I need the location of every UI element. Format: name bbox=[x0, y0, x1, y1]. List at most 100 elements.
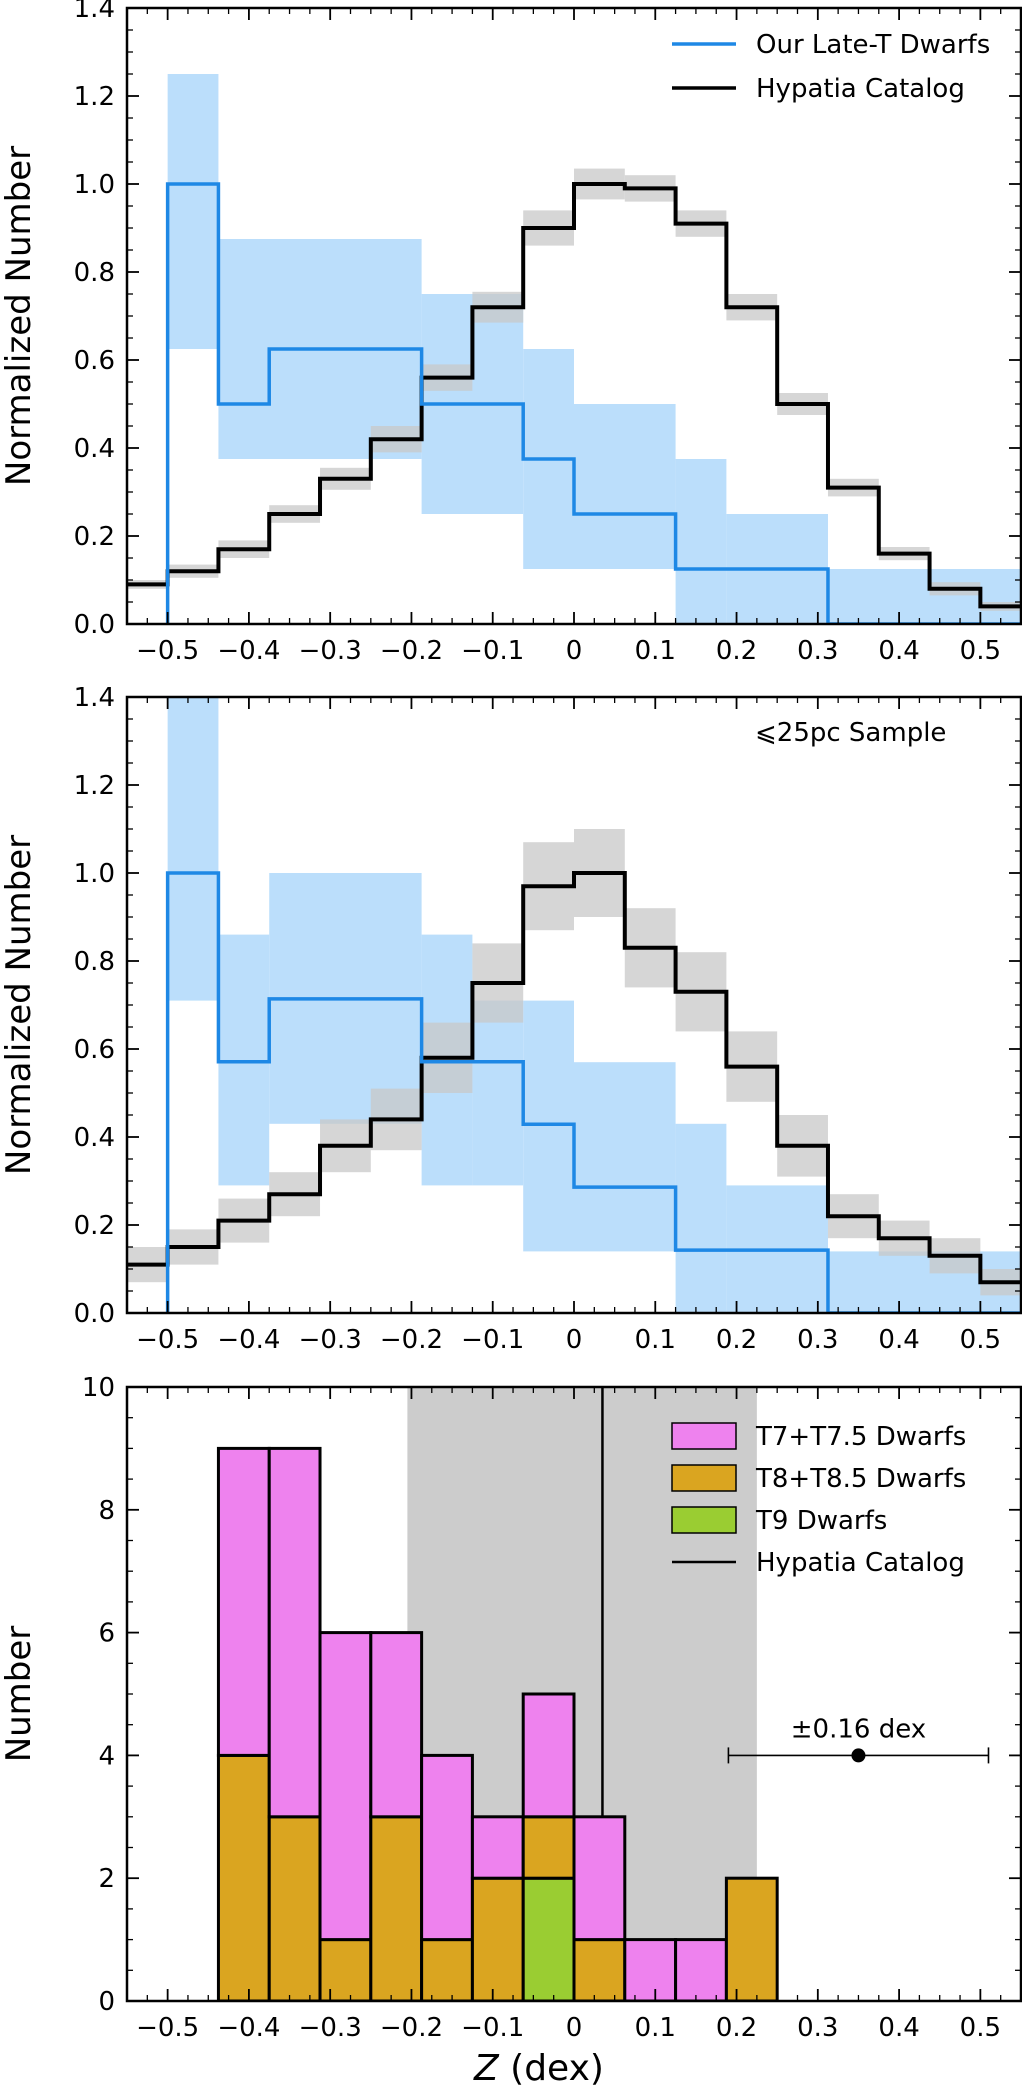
blue-band-bin bbox=[574, 404, 676, 569]
y-tick-label: 1.0 bbox=[74, 859, 115, 889]
bar-t7-t7-5-dwarfs bbox=[318, 1631, 373, 1942]
y-axis-label: Normalized Number bbox=[0, 835, 39, 1175]
x-axis-label-rest: (dex) bbox=[499, 2048, 604, 2089]
blue-band-bin bbox=[574, 1062, 676, 1252]
x-tick-label: −0.2 bbox=[380, 1325, 443, 1355]
x-tick-label: 0.4 bbox=[878, 2013, 919, 2043]
panel-3: ±0.16 dex T7+T7.5 Dwarfs T8+T8.5 Dwarfs T9 … bbox=[0, 1373, 1022, 2089]
x-tick-label: 0.5 bbox=[960, 636, 1001, 666]
legend-label: T7+T7.5 Dwarfs bbox=[755, 1422, 966, 1452]
bar-t8-t8-5-dwarfs bbox=[216, 1753, 271, 2001]
x-tick-label: 0.2 bbox=[716, 636, 757, 666]
sample-annotation: ⩽25pc Sample bbox=[755, 718, 946, 748]
y-tick-label: 0.4 bbox=[74, 1123, 115, 1153]
x-tick-label: 0.3 bbox=[797, 636, 838, 666]
y-tick-label: 0.6 bbox=[74, 346, 115, 376]
legend-label: Hypatia Catalog bbox=[756, 1548, 965, 1578]
blue-band-bin bbox=[827, 569, 1021, 624]
y-tick-label: 1.4 bbox=[74, 683, 115, 713]
bar-t8-t8-5-dwarfs bbox=[318, 1938, 373, 2001]
plot-area bbox=[127, 74, 1021, 624]
y-tick-label: 1.2 bbox=[74, 82, 115, 112]
x-tick-label: −0.2 bbox=[380, 636, 443, 666]
late-t-step-line bbox=[165, 182, 1021, 624]
blue-band-bin bbox=[167, 74, 219, 349]
y-tick-label: 0.6 bbox=[74, 1035, 115, 1065]
y-axis-label: Normalized Number bbox=[0, 146, 39, 486]
late-t-step-line bbox=[165, 871, 1021, 1313]
legend-patch bbox=[671, 1506, 737, 1534]
x-tick-label: −0.5 bbox=[136, 636, 199, 666]
bar-t7-t7-5-dwarfs bbox=[623, 1938, 678, 2001]
x-tick-label: 0 bbox=[566, 1325, 583, 1355]
x-tick-label: 0.5 bbox=[960, 1325, 1001, 1355]
error-bar-point bbox=[851, 1748, 866, 1763]
x-axis-label-italic: Z bbox=[473, 2048, 500, 2089]
x-tick-label: −0.1 bbox=[461, 636, 524, 666]
bar-t8-t8-5-dwarfs bbox=[420, 1938, 474, 2001]
legend-label: Our Late-T Dwarfs bbox=[756, 30, 990, 60]
y-tick-label: 10 bbox=[82, 1373, 115, 1403]
blue-band-bin bbox=[523, 1000, 574, 1252]
x-tick-label: 0.4 bbox=[878, 636, 919, 666]
x-tick-label: 0.1 bbox=[635, 1325, 676, 1355]
y-tick-label: 0.2 bbox=[74, 1211, 115, 1241]
x-tick-label: 0.3 bbox=[797, 2013, 838, 2043]
legend-patch bbox=[671, 1464, 737, 1492]
legend-label: T9 Dwarfs bbox=[755, 1506, 887, 1536]
y-tick-label: 1.2 bbox=[74, 771, 115, 801]
bar-t7-t7-5-dwarfs bbox=[470, 1815, 525, 1880]
x-tick-label: −0.4 bbox=[217, 2013, 280, 2043]
x-tick-label: 0.1 bbox=[635, 2013, 676, 2043]
bar-t8-t8-5-dwarfs bbox=[572, 1938, 627, 2001]
bar-t7-t7-5-dwarfs bbox=[572, 1815, 627, 1942]
bar-t7-t7-5-dwarfs bbox=[216, 1446, 271, 1757]
x-tick-label: 0.2 bbox=[716, 2013, 757, 2043]
x-tick-label: 0.2 bbox=[716, 1325, 757, 1355]
y-tick-label: 0.0 bbox=[74, 610, 115, 640]
blue-band-bin bbox=[218, 934, 270, 1186]
x-tick-label: −0.5 bbox=[136, 1325, 199, 1355]
y-axis-label: Number bbox=[0, 1626, 39, 1763]
y-tick-label: 0.0 bbox=[74, 1299, 115, 1329]
bar-t8-t8-5-dwarfs bbox=[470, 1876, 525, 2001]
bar-t8-t8-5-dwarfs bbox=[267, 1815, 322, 2001]
x-tick-label: −0.1 bbox=[461, 1325, 524, 1355]
plot-area bbox=[127, 697, 1021, 1313]
bar-t8-t8-5-dwarfs bbox=[369, 1815, 424, 2001]
x-tick-label: −0.4 bbox=[217, 1325, 280, 1355]
x-tick-label: −0.3 bbox=[299, 2013, 362, 2043]
blue-band-bin bbox=[167, 697, 219, 1001]
panel-1: Our Late-T Dwarfs Hypatia Catalog −0.5 −0.4… bbox=[0, 0, 1022, 666]
x-tick-label: −0.2 bbox=[380, 2013, 443, 2043]
y-tick-label: 1.4 bbox=[74, 0, 115, 24]
bar-t7-t7-5-dwarfs bbox=[369, 1631, 424, 1819]
bar-t8-t8-5-dwarfs bbox=[724, 1876, 779, 2001]
y-tick-label: 4 bbox=[98, 1741, 115, 1771]
x-axis-label: Z (dex) bbox=[473, 2048, 604, 2089]
y-tick-label: 1.0 bbox=[74, 170, 115, 200]
y-tick-label: 0.8 bbox=[74, 258, 115, 288]
y-tick-label: 2 bbox=[98, 1864, 115, 1894]
bar-t7-t7-5-dwarfs bbox=[521, 1692, 576, 1819]
blue-band-bin bbox=[675, 1123, 727, 1313]
x-tick-label: 0 bbox=[566, 2013, 583, 2043]
legend-patch bbox=[671, 1422, 737, 1450]
x-tick-label: 0 bbox=[566, 636, 583, 666]
bar-t9-dwarfs bbox=[521, 1876, 576, 2001]
y-tick-label: 0 bbox=[98, 1987, 115, 2017]
bar-t7-t7-5-dwarfs bbox=[674, 1938, 728, 2001]
legend-label: Hypatia Catalog bbox=[756, 74, 965, 104]
y-tick-label: 0.2 bbox=[74, 522, 115, 552]
hypatia-step-line bbox=[127, 871, 1021, 1285]
y-tick-label: 0.8 bbox=[74, 947, 115, 977]
x-tick-label: 0.4 bbox=[878, 1325, 919, 1355]
x-tick-label: −0.5 bbox=[136, 2013, 199, 2043]
y-tick-label: 0.4 bbox=[74, 434, 115, 464]
x-tick-label: 0.3 bbox=[797, 1325, 838, 1355]
x-tick-label: −0.3 bbox=[299, 636, 362, 666]
bar-t7-t7-5-dwarfs bbox=[267, 1446, 322, 1819]
x-tick-label: 0.5 bbox=[960, 2013, 1001, 2043]
x-tick-label: 0.1 bbox=[635, 636, 676, 666]
